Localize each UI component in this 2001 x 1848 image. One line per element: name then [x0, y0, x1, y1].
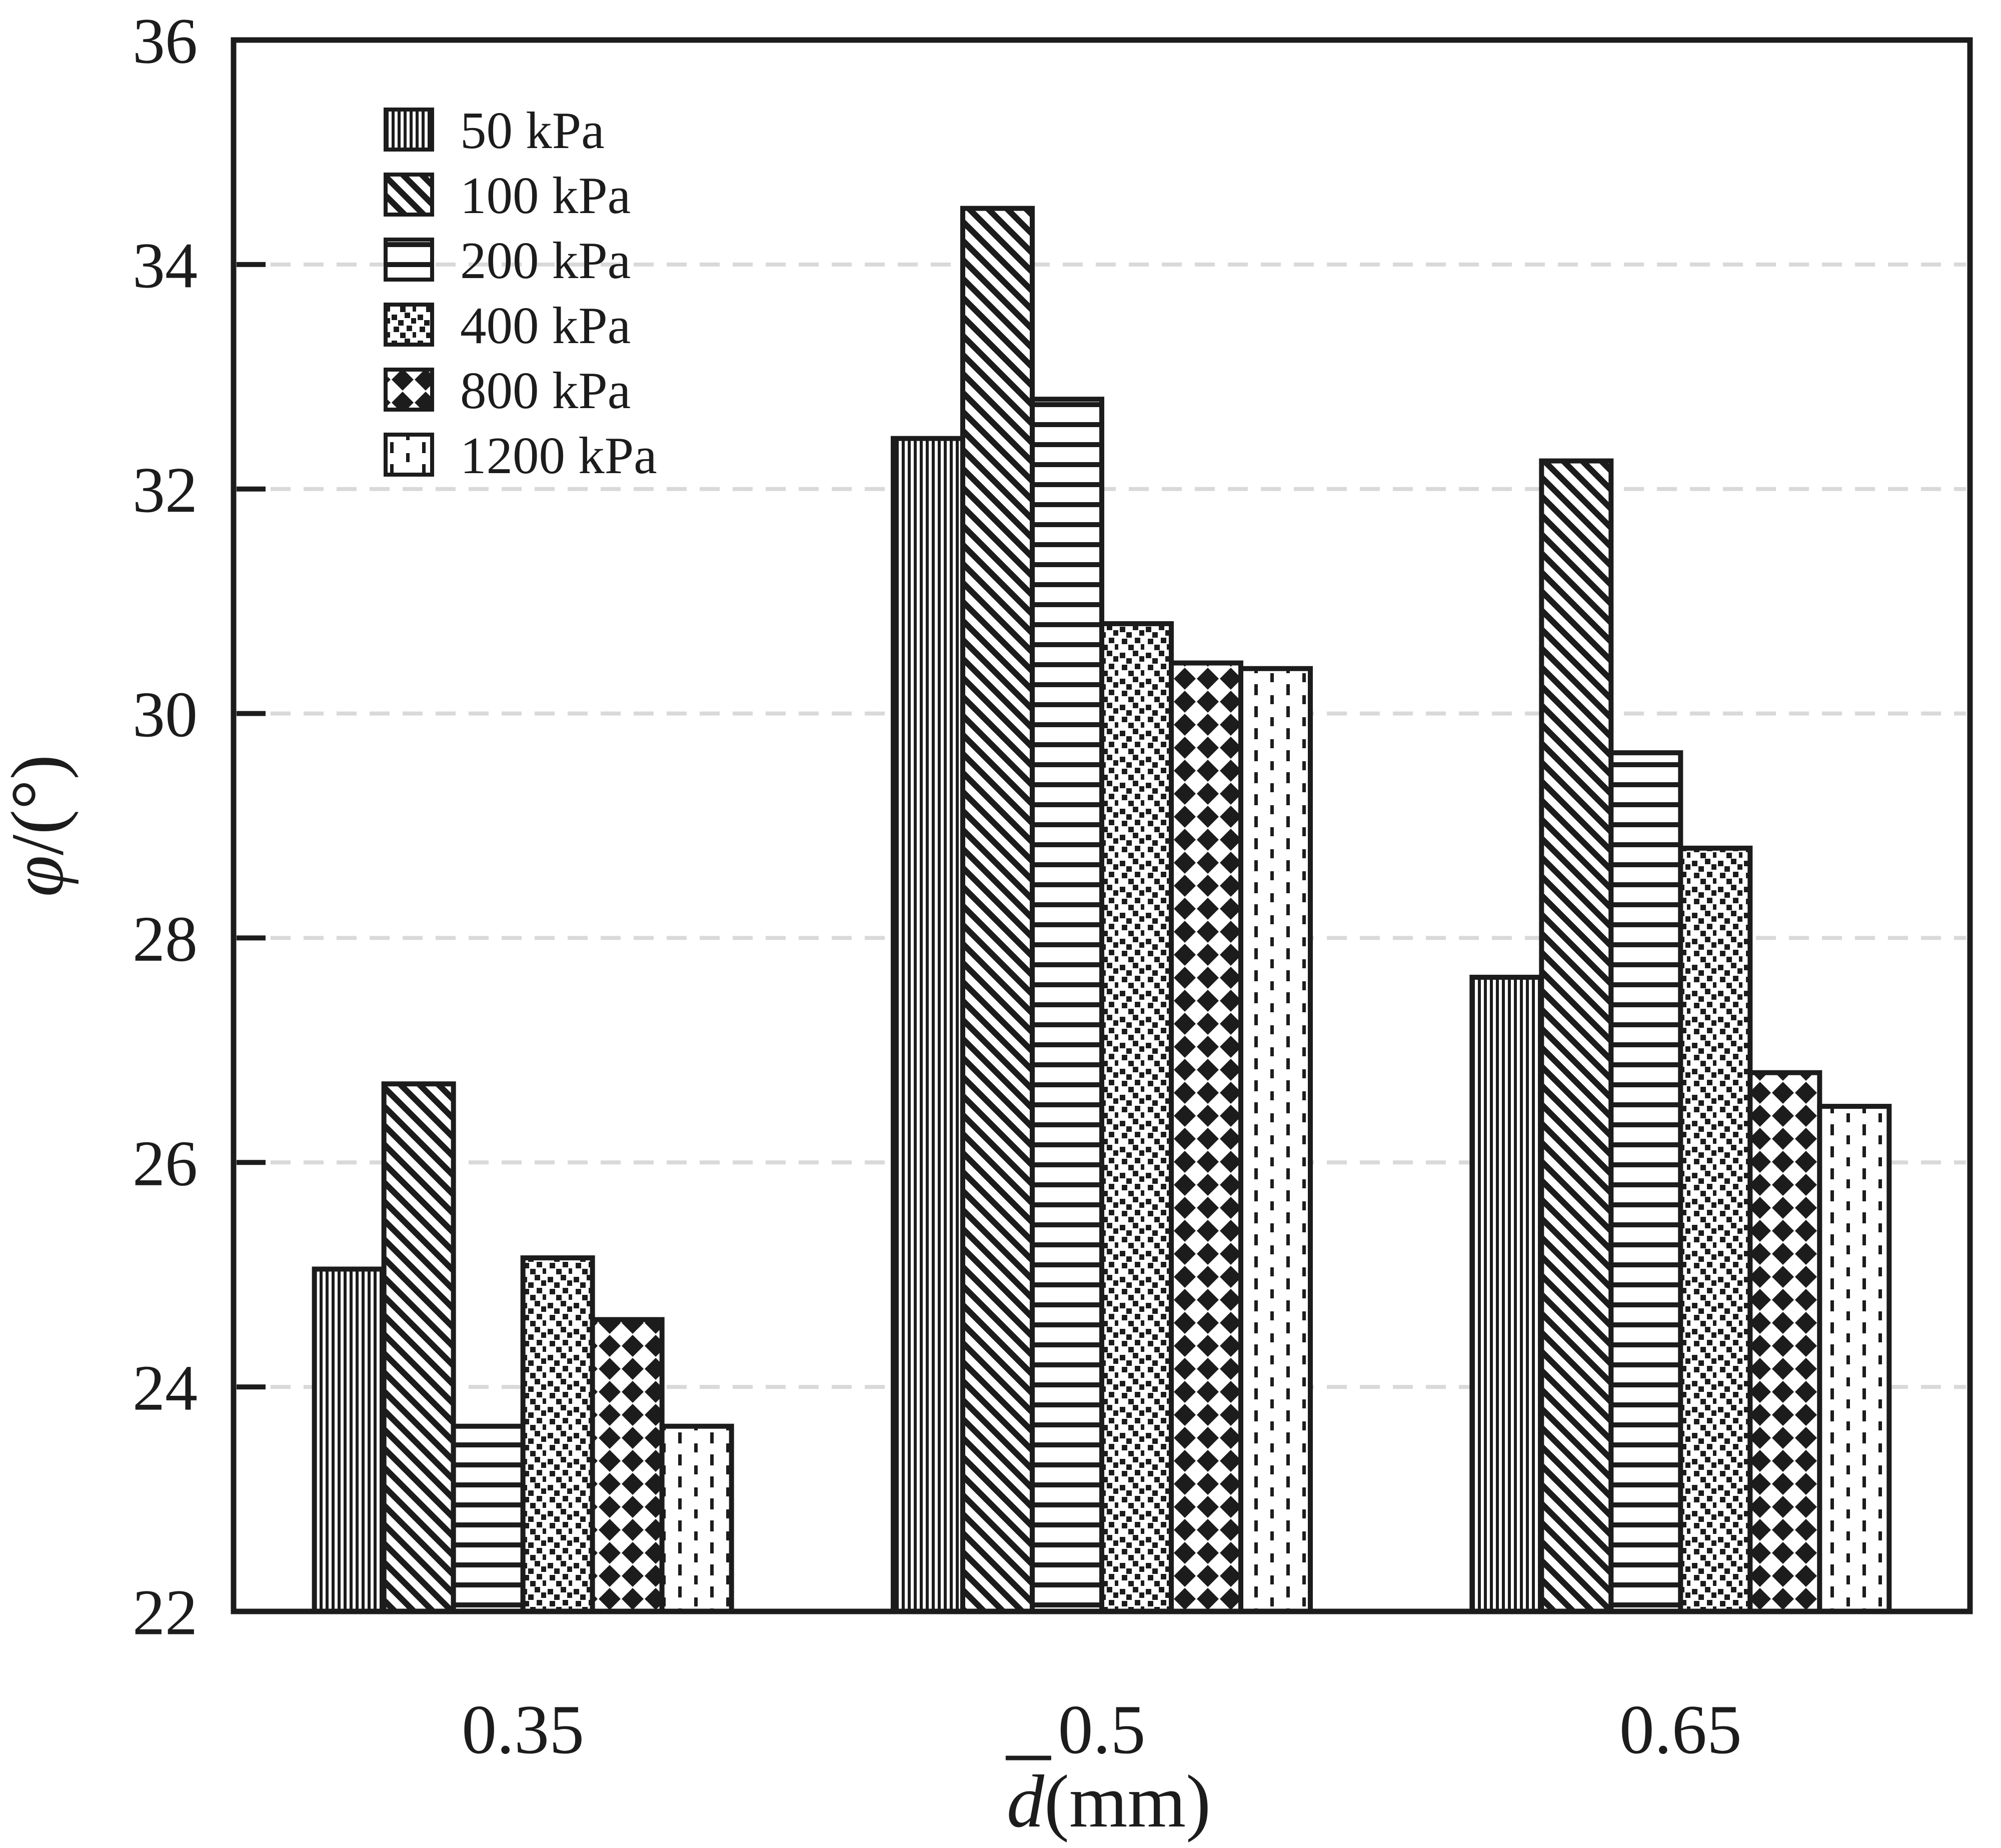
bar-1200-kPa-0.65	[1817, 1104, 1892, 1614]
y-axis-title-text: φ/(°)	[0, 755, 79, 897]
bar-200-kPa-0.5	[1030, 397, 1104, 1614]
x-tick-label-0.5: 0.5	[1058, 1691, 1146, 1768]
y-tick-label-32: 32	[133, 454, 198, 526]
y-tick-label-34: 34	[133, 230, 198, 302]
bar-800-kPa-0.35	[590, 1317, 665, 1614]
x-tick-label-0.65: 0.65	[1619, 1691, 1742, 1768]
y-tick-label-36: 36	[133, 6, 198, 78]
y-axis-ticks	[237, 262, 266, 1390]
bars	[312, 206, 1892, 1614]
bar-50-kPa-0.65	[1469, 974, 1544, 1614]
bar-800-kPa-0.65	[1747, 1070, 1822, 1614]
legend: 50 kPa 100 kPa 200 kPa 400 kPa 800 kPa 1200 k…	[384, 101, 657, 485]
legend-swatch-horizontal-lines	[384, 238, 434, 282]
bar-1200-kPa-0.5	[1238, 666, 1313, 1614]
legend-label-400-kPa: 400 kPa	[460, 296, 631, 355]
legend-label-50-kPa: 50 kPa	[460, 101, 605, 160]
legend-label-200-kPa: 200 kPa	[460, 231, 631, 290]
y-axis-tick-labels: 22 24 26 28 30 32 34 36	[133, 6, 198, 1649]
y-tick-label-24: 24	[133, 1352, 198, 1424]
bar-800-kPa-0.5	[1169, 660, 1243, 1614]
legend-item-50-kPa: 50 kPa	[384, 101, 605, 160]
bar-100-kPa-0.35	[381, 1081, 456, 1614]
x-axis-title-text: d(mm)	[1007, 1760, 1211, 1843]
bar-50-kPa-0.35	[312, 1266, 387, 1614]
legend-label-1200-kPa: 1200 kPa	[460, 426, 657, 485]
legend-swatch-diamonds	[384, 368, 434, 412]
bar-200-kPa-0.65	[1608, 750, 1683, 1614]
legend-swatch-diagonal-lines	[384, 173, 434, 217]
bar-400-kPa-0.65	[1678, 845, 1753, 1614]
y-tick-label-30: 30	[133, 679, 198, 751]
y-tick-label-22: 22	[133, 1577, 198, 1649]
x-axis-title: d(mm)	[1005, 1755, 1211, 1843]
bar-400-kPa-0.35	[520, 1255, 595, 1614]
legend-label-100-kPa: 100 kPa	[460, 166, 631, 225]
y-axis-title: φ/(°)	[0, 755, 79, 897]
bar-1200-kPa-0.35	[659, 1423, 734, 1614]
bar-100-kPa-0.65	[1539, 458, 1614, 1614]
bar-400-kPa-0.5	[1099, 621, 1174, 1614]
legend-item-800-kPa: 800 kPa	[384, 361, 631, 420]
plot-frame	[231, 37, 1973, 1614]
bar-200-kPa-0.35	[451, 1423, 526, 1614]
legend-item-1200-kPa: 1200 kPa	[384, 426, 657, 485]
legend-label-800-kPa: 800 kPa	[460, 361, 631, 420]
x-tick-label-0.35: 0.35	[462, 1691, 584, 1768]
bar-50-kPa-0.5	[891, 436, 965, 1614]
y-tick-label-26: 26	[133, 1128, 198, 1200]
legend-item-100-kPa: 100 kPa	[384, 166, 631, 225]
legend-item-200-kPa: 200 kPa	[384, 231, 631, 290]
legend-item-400-kPa: 400 kPa	[384, 296, 631, 355]
y-tick-label-28: 28	[133, 903, 198, 975]
x-axis-tick-labels: 0.35 0.5 0.65	[462, 1691, 1742, 1768]
legend-swatch-vertical-dashes	[384, 433, 434, 477]
legend-swatch-vertical-lines	[384, 108, 434, 152]
legend-swatch-dots	[384, 303, 434, 347]
bar-100-kPa-0.5	[960, 206, 1035, 1614]
